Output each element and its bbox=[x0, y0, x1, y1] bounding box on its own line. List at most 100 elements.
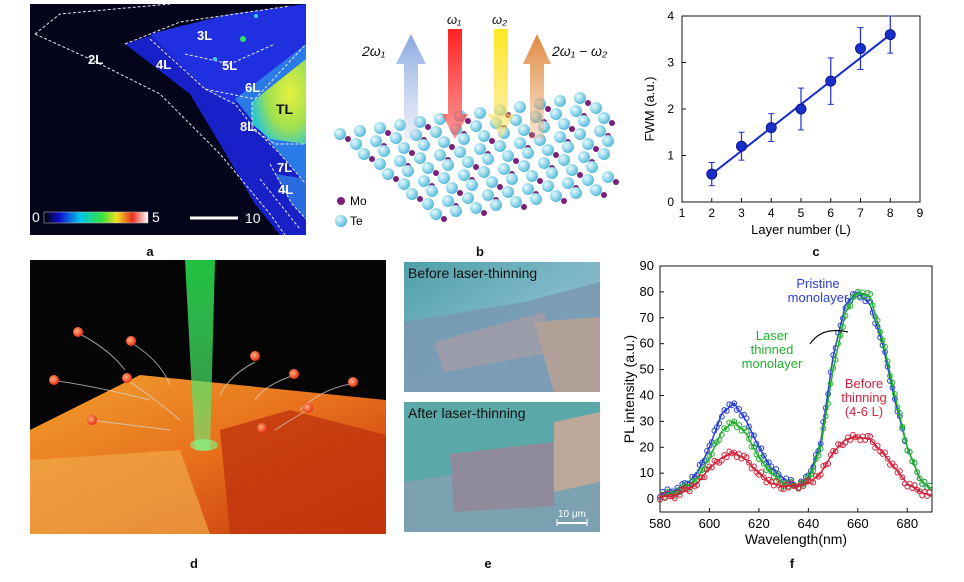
y-tick-label: 80 bbox=[640, 284, 654, 299]
te-atom bbox=[482, 189, 494, 201]
te-atom bbox=[450, 205, 462, 217]
te-atom bbox=[518, 124, 530, 136]
te-atom bbox=[474, 107, 486, 119]
beam-2w1 bbox=[396, 34, 426, 139]
te-atom bbox=[522, 147, 534, 159]
series-marker bbox=[723, 426, 730, 433]
series-marker bbox=[827, 452, 834, 458]
te-atom bbox=[546, 167, 558, 179]
plot-frame bbox=[659, 265, 933, 513]
x-tick-label: 4 bbox=[768, 206, 775, 220]
data-point bbox=[736, 140, 747, 152]
series-marker bbox=[751, 432, 757, 439]
y-tick-label: 20 bbox=[640, 439, 654, 454]
series-marker bbox=[699, 474, 705, 481]
series-marker bbox=[676, 492, 683, 498]
mo-atom bbox=[449, 144, 455, 150]
series-marker bbox=[842, 439, 849, 446]
series-marker bbox=[896, 468, 903, 474]
te-atom bbox=[422, 162, 434, 174]
panel-a: 2L 3L 4L 5L 6L TL 8L 7L 4L 0 5 10 bbox=[30, 3, 307, 236]
series-marker bbox=[901, 437, 908, 443]
te-atom bbox=[590, 102, 602, 114]
te-atom bbox=[442, 159, 454, 171]
te-atom bbox=[510, 114, 522, 126]
te-atom bbox=[542, 144, 554, 156]
x-tick-label: 600 bbox=[699, 516, 721, 531]
series-marker bbox=[879, 337, 886, 343]
series-marker bbox=[743, 415, 750, 422]
series-marker bbox=[832, 448, 839, 455]
x-tick-label: 7 bbox=[857, 206, 864, 220]
series-annotation: Pristine monolayer bbox=[788, 276, 849, 305]
series-marker bbox=[778, 485, 785, 492]
mo-atom bbox=[513, 158, 519, 164]
te-atom bbox=[382, 168, 394, 180]
series-marker bbox=[842, 312, 849, 319]
te-atom bbox=[514, 137, 526, 149]
pl-chart: 580 600 620 640 660 680 0 10 20 30 40 50 60 70 80 90 Wav… bbox=[621, 258, 933, 547]
te-atom bbox=[598, 148, 610, 160]
te-atom bbox=[466, 179, 478, 191]
series-marker bbox=[788, 476, 794, 483]
series-marker bbox=[795, 485, 802, 492]
beam-w1 bbox=[442, 29, 468, 139]
mo-atom bbox=[481, 210, 487, 216]
series-marker bbox=[817, 471, 824, 478]
series-marker bbox=[746, 459, 752, 466]
series-marker bbox=[840, 324, 846, 331]
series-marker bbox=[743, 428, 750, 435]
series-marker bbox=[889, 379, 896, 386]
series-marker bbox=[874, 317, 881, 324]
te-atom bbox=[430, 126, 442, 138]
series-marker bbox=[773, 471, 780, 478]
shg-map: 2L 3L 4L 5L 6L TL 8L 7L 4L 0 5 10 bbox=[30, 3, 307, 236]
mo-atom bbox=[613, 179, 619, 185]
x-tick-label: 2 bbox=[708, 206, 715, 220]
te-atom bbox=[422, 198, 434, 210]
mo-atom bbox=[593, 146, 599, 152]
series-marker bbox=[731, 400, 738, 407]
y-tick-label: 1 bbox=[667, 149, 674, 163]
te-atom bbox=[462, 192, 474, 204]
te-atom bbox=[394, 155, 406, 167]
series-marker bbox=[899, 474, 906, 481]
lattice-schematic: 2ω₁ ω₁ ω₂ 2ω₁ − ω₂ Mo Te bbox=[334, 12, 619, 228]
series-marker bbox=[736, 451, 743, 457]
series-annotation: Laser thinned monolayer bbox=[742, 328, 803, 371]
series-marker bbox=[765, 459, 772, 466]
te-atom bbox=[574, 92, 586, 104]
series-marker bbox=[847, 302, 854, 309]
layer-label-5l: 5L bbox=[222, 58, 237, 73]
series-marker bbox=[815, 452, 822, 459]
mo-atom bbox=[577, 172, 583, 178]
series-marker bbox=[751, 463, 757, 470]
y-tick-label: 3 bbox=[667, 56, 674, 70]
te-atom bbox=[458, 169, 470, 181]
te-atom bbox=[390, 132, 402, 144]
mo-atom bbox=[569, 126, 575, 132]
panel-f: 580 600 620 640 660 680 0 10 20 30 40 50 60 70 80 90 Wav… bbox=[621, 256, 942, 556]
series-marker bbox=[845, 297, 851, 304]
data-point bbox=[855, 43, 866, 55]
y-tick-label: 50 bbox=[640, 362, 654, 377]
series-marker bbox=[810, 479, 817, 486]
micrograph-before-title: Before laser-thinning bbox=[408, 265, 538, 281]
te-atom bbox=[550, 108, 562, 120]
x-tick-label: 1 bbox=[679, 206, 686, 220]
te-atom bbox=[434, 149, 446, 161]
series-marker bbox=[820, 418, 827, 425]
panel-label-f: f bbox=[789, 556, 795, 571]
te-atom bbox=[454, 146, 466, 158]
te-atom bbox=[350, 138, 362, 150]
y-tick-label: 70 bbox=[640, 310, 654, 325]
series-marker bbox=[867, 291, 874, 297]
series-marker bbox=[790, 483, 797, 490]
te-atom bbox=[570, 105, 582, 117]
series-marker bbox=[716, 420, 723, 427]
series-marker bbox=[867, 433, 874, 440]
laser-thinning-illustration bbox=[30, 260, 386, 534]
te-atom bbox=[438, 136, 450, 148]
layer-label-4l-b: 4L bbox=[278, 182, 293, 197]
te-atom bbox=[558, 154, 570, 166]
